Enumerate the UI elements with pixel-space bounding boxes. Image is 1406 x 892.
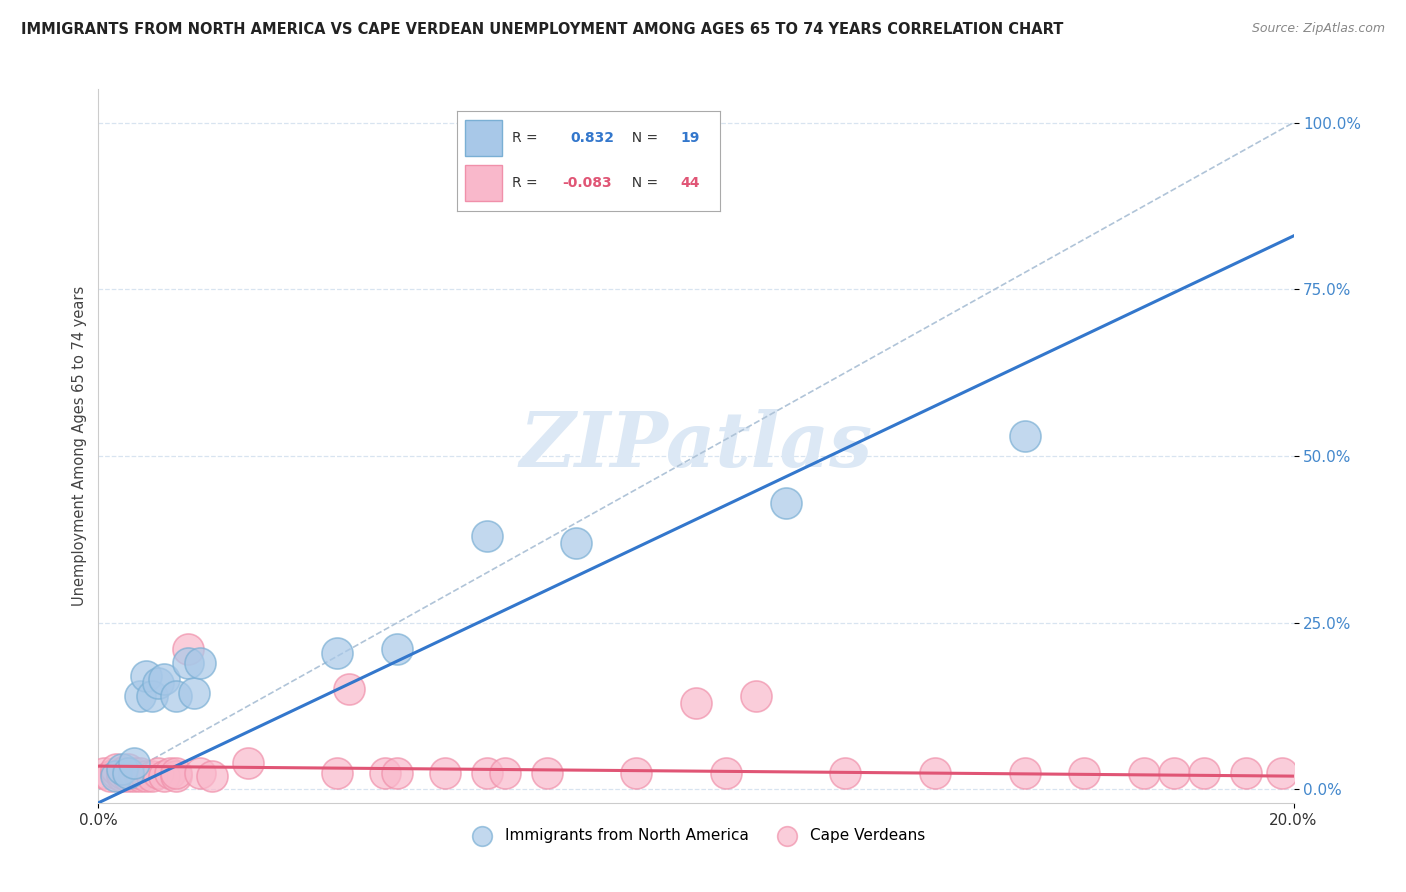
Point [475, 765, 498, 780]
Point [1192, 765, 1215, 780]
Point [105, 769, 128, 783]
Point [159, 765, 181, 780]
Point [339, 682, 361, 697]
Point [124, 765, 146, 780]
Point [188, 656, 211, 670]
Legend: Immigrants from North America, Cape Verdeans: Immigrants from North America, Cape Verd… [461, 822, 931, 848]
Point [148, 765, 170, 780]
Point [494, 765, 516, 780]
Text: Source: ZipAtlas.com: Source: ZipAtlas.com [1251, 22, 1385, 36]
Point [177, 656, 200, 670]
Point [1073, 765, 1095, 780]
Point [1014, 765, 1036, 780]
Point [105, 765, 128, 780]
Point [177, 642, 200, 657]
Point [1014, 429, 1036, 443]
Point [924, 765, 946, 780]
Point [1133, 765, 1156, 780]
Point [98, 769, 122, 783]
Point [374, 765, 396, 780]
Point [111, 769, 134, 783]
Point [201, 769, 224, 783]
Point [141, 769, 163, 783]
Point [775, 496, 797, 510]
Point [165, 765, 187, 780]
Point [685, 696, 707, 710]
Point [183, 686, 205, 700]
Point [745, 689, 768, 703]
Point [236, 756, 259, 770]
Point [326, 646, 349, 660]
Point [385, 765, 409, 780]
Point [153, 673, 176, 687]
Point [129, 689, 152, 703]
Point [93, 765, 115, 780]
Point [124, 769, 146, 783]
Point [111, 765, 134, 780]
Text: ZIPatlas: ZIPatlas [519, 409, 873, 483]
Point [141, 689, 163, 703]
Point [148, 675, 170, 690]
Point [385, 642, 409, 657]
Point [117, 765, 139, 780]
Point [834, 765, 856, 780]
Point [536, 765, 558, 780]
Point [135, 769, 157, 783]
Point [1163, 765, 1185, 780]
Point [714, 765, 737, 780]
Point [129, 765, 152, 780]
Point [1271, 765, 1294, 780]
Point [124, 756, 146, 770]
Point [165, 689, 187, 703]
Text: IMMIGRANTS FROM NORTH AMERICA VS CAPE VERDEAN UNEMPLOYMENT AMONG AGES 65 TO 74 Y: IMMIGRANTS FROM NORTH AMERICA VS CAPE VE… [21, 22, 1063, 37]
Y-axis label: Unemployment Among Ages 65 to 74 years: Unemployment Among Ages 65 to 74 years [72, 285, 87, 607]
Point [626, 765, 648, 780]
Point [1234, 765, 1257, 780]
Point [135, 669, 157, 683]
Point [565, 535, 588, 549]
Point [326, 765, 349, 780]
Point [111, 763, 134, 777]
Point [105, 763, 128, 777]
Point [165, 769, 187, 783]
Point [129, 769, 152, 783]
Point [153, 769, 176, 783]
Point [188, 765, 211, 780]
Point [434, 765, 457, 780]
Point [117, 769, 139, 783]
Point [475, 529, 498, 543]
Point [117, 763, 139, 777]
